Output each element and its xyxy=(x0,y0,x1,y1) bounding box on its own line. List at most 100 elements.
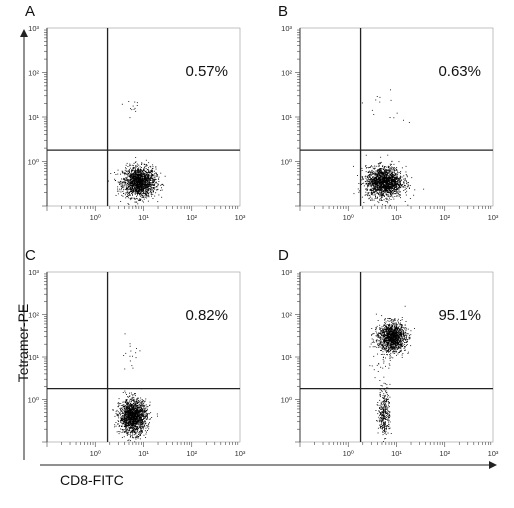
event-point xyxy=(139,186,140,188)
event-point xyxy=(130,440,131,442)
event-point xyxy=(129,183,130,185)
event-point xyxy=(143,195,144,197)
event-point xyxy=(365,188,367,190)
event-point xyxy=(372,181,374,183)
event-point xyxy=(128,427,130,428)
event-point xyxy=(122,412,124,414)
event-point xyxy=(156,172,157,174)
event-point xyxy=(134,393,135,394)
event-point xyxy=(140,433,142,435)
event-point xyxy=(377,201,379,203)
event-point xyxy=(127,417,129,419)
event-point xyxy=(123,412,125,414)
event-point xyxy=(126,196,128,198)
event-point xyxy=(392,186,394,187)
event-point xyxy=(134,417,135,418)
event-point xyxy=(140,434,141,436)
event-point xyxy=(130,410,132,412)
event-point xyxy=(142,183,144,185)
event-point xyxy=(135,415,136,417)
event-point xyxy=(124,420,126,422)
event-point xyxy=(137,181,139,183)
event-point xyxy=(139,417,141,418)
event-point xyxy=(382,172,384,174)
event-point xyxy=(142,188,144,190)
event-point xyxy=(366,183,368,185)
event-point xyxy=(152,166,154,168)
event-point xyxy=(127,433,129,435)
event-point xyxy=(140,169,142,171)
event-point xyxy=(376,186,377,188)
event-point xyxy=(143,177,145,179)
event-point xyxy=(396,177,398,179)
x-tick-label: 10² xyxy=(439,213,450,222)
event-point xyxy=(142,177,144,179)
event-point xyxy=(400,181,401,183)
event-point xyxy=(127,175,129,177)
event-point xyxy=(136,426,138,428)
event-point xyxy=(362,176,364,178)
event-point xyxy=(132,181,134,183)
event-point xyxy=(155,182,157,184)
event-point xyxy=(369,167,370,168)
event-point xyxy=(144,197,146,198)
event-point xyxy=(141,409,143,411)
event-point xyxy=(134,400,135,402)
event-point xyxy=(372,193,374,195)
event-point xyxy=(140,182,142,184)
event-point xyxy=(124,179,126,181)
event-point xyxy=(149,165,151,167)
event-point xyxy=(149,181,150,183)
event-point xyxy=(130,428,131,429)
event-point xyxy=(118,415,120,417)
event-point xyxy=(118,423,120,425)
event-point xyxy=(139,426,140,428)
event-point xyxy=(381,194,382,196)
event-point xyxy=(140,186,142,188)
event-point xyxy=(144,415,146,417)
event-point xyxy=(140,430,142,432)
event-point xyxy=(389,195,391,197)
event-point xyxy=(136,182,138,184)
event-point xyxy=(158,178,159,180)
event-point xyxy=(131,400,132,402)
event-point xyxy=(396,184,398,186)
event-point xyxy=(385,178,386,179)
event-point xyxy=(398,184,399,185)
event-point xyxy=(379,163,381,165)
event-point xyxy=(125,173,126,174)
event-point xyxy=(399,183,401,185)
event-point xyxy=(392,174,394,176)
event-point xyxy=(404,185,406,187)
event-point xyxy=(129,188,131,190)
event-point xyxy=(378,192,380,194)
event-point xyxy=(157,183,159,185)
event-point xyxy=(126,409,128,410)
event-point xyxy=(136,417,138,419)
event-point xyxy=(129,185,131,186)
event-point xyxy=(147,189,149,190)
event-point xyxy=(143,184,145,185)
event-point xyxy=(144,407,146,409)
event-point xyxy=(394,179,396,181)
event-point xyxy=(368,174,370,176)
event-point xyxy=(378,174,380,176)
event-point xyxy=(134,172,136,174)
event-point xyxy=(139,426,141,428)
event-point xyxy=(126,416,128,418)
event-point xyxy=(378,193,379,195)
event-point xyxy=(363,182,365,184)
event-point xyxy=(138,180,140,182)
event-point xyxy=(384,184,385,186)
event-point xyxy=(143,174,145,176)
event-point xyxy=(370,196,371,198)
event-point xyxy=(127,419,129,421)
event-point xyxy=(388,199,390,201)
event-point xyxy=(147,406,149,408)
event-point xyxy=(377,185,378,187)
event-point xyxy=(391,179,393,181)
event-point xyxy=(137,193,139,195)
event-point xyxy=(136,407,138,408)
event-point xyxy=(383,190,385,192)
